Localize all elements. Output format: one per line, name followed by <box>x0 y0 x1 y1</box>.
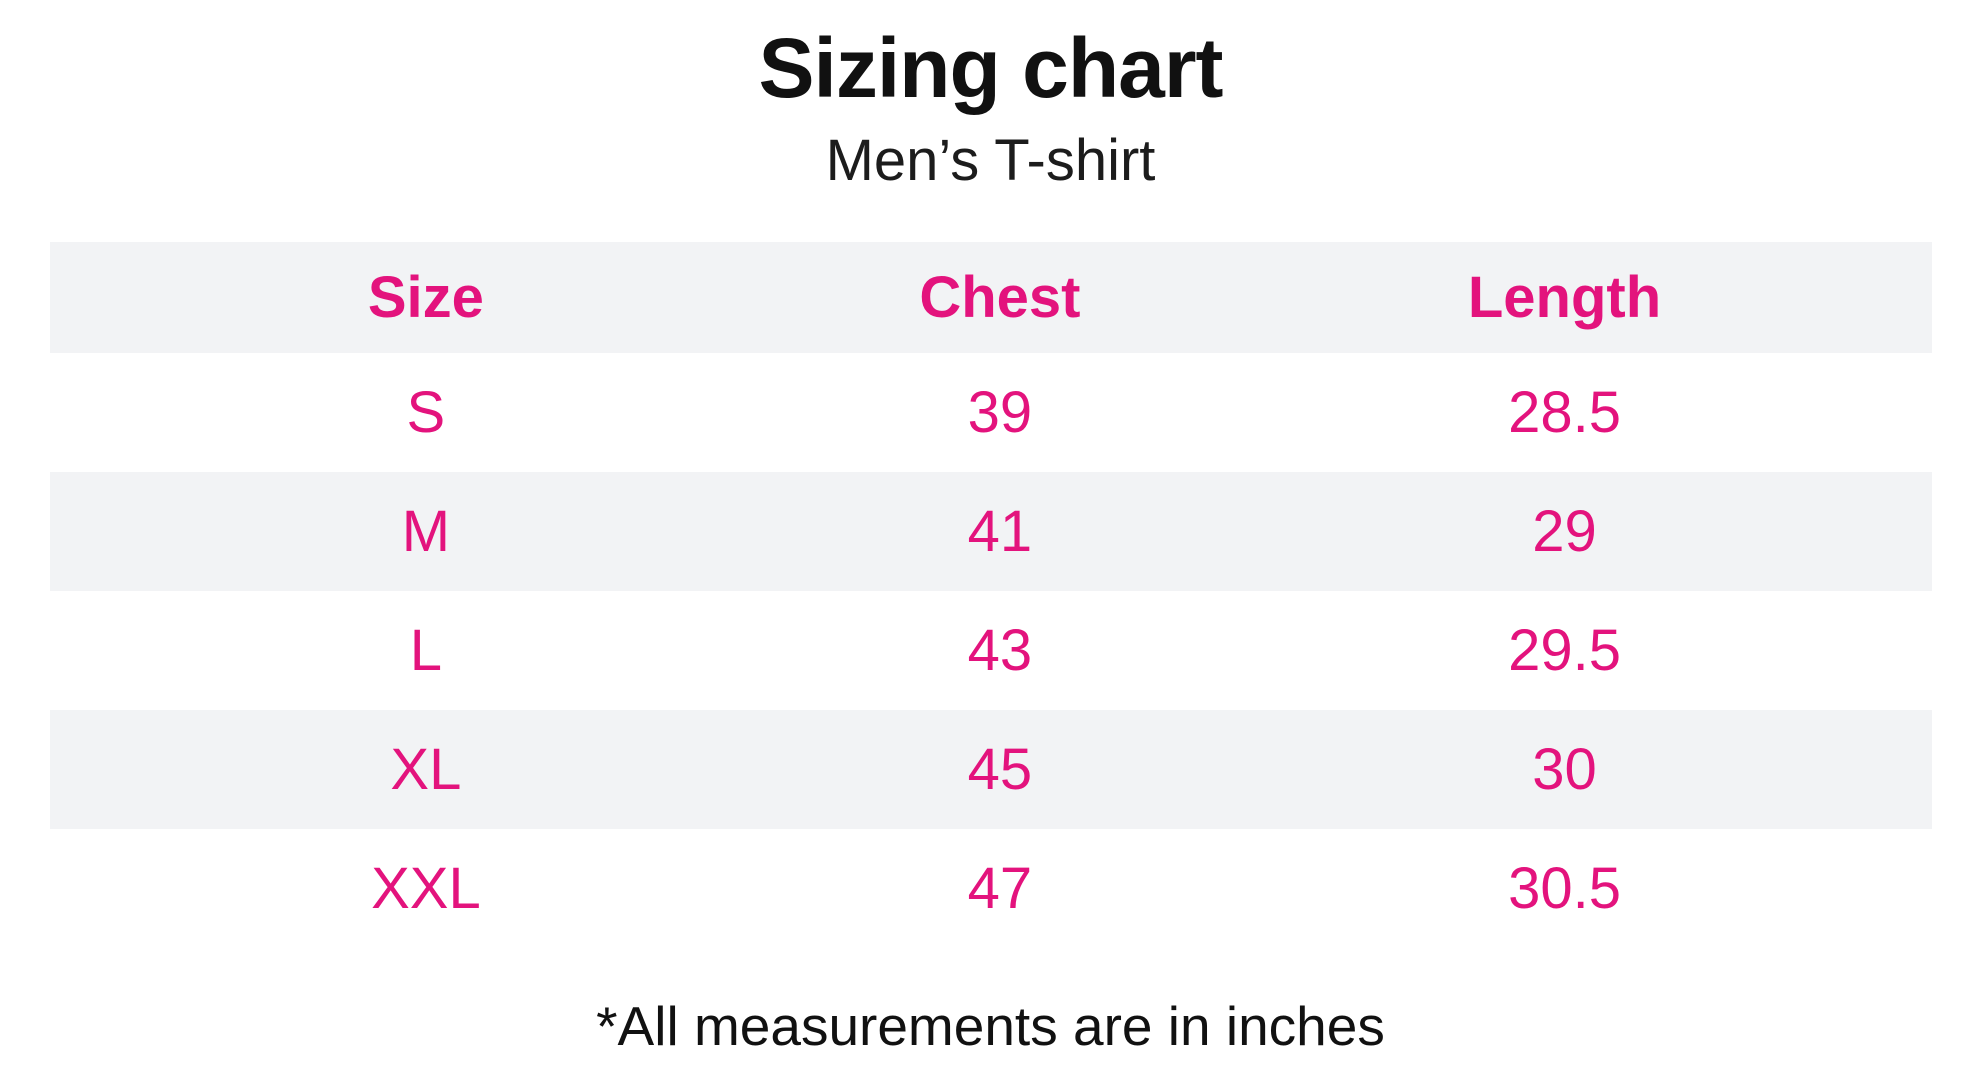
table-row: M 41 29 <box>49 472 1932 591</box>
size-cell: XL <box>49 710 803 829</box>
table-row: S 39 28.5 <box>50 353 1932 472</box>
size-cell: M <box>49 472 803 591</box>
column-header-length: Length <box>1197 242 1932 353</box>
chest-cell: 39 <box>967 380 1033 445</box>
measurements-footnote: *All measurements are in inches <box>596 995 1385 1057</box>
chest-cell: 41 <box>802 472 1198 591</box>
table-row: XL 45 30 <box>49 710 1932 829</box>
page-title: Sizing chart <box>758 21 1223 115</box>
column-header-size: Size <box>49 242 803 353</box>
chest-cell: 43 <box>967 618 1033 683</box>
chest-cell: 45 <box>802 710 1198 829</box>
length-cell: 30.5 <box>1508 856 1621 921</box>
chest-cell: 47 <box>967 856 1033 921</box>
length-cell: 29.5 <box>1508 618 1621 683</box>
length-cell: 28.5 <box>1508 380 1621 445</box>
page-subtitle: Men’s T-shirt <box>825 128 1156 193</box>
table-header-row: Size Chest Length <box>49 242 1932 353</box>
length-cell: 30 <box>1197 710 1932 829</box>
size-cell: XXL <box>371 856 481 921</box>
size-cell: L <box>409 618 443 683</box>
table-row: XXL 47 30.5 <box>50 829 1932 948</box>
sizing-table: Size Chest Length S 39 28.5 M 41 29 L 43… <box>49 242 1932 948</box>
size-cell: S <box>406 380 446 445</box>
column-header-chest: Chest <box>802 242 1198 353</box>
table-row: L 43 29.5 <box>50 591 1932 710</box>
length-cell: 29 <box>1197 472 1932 591</box>
